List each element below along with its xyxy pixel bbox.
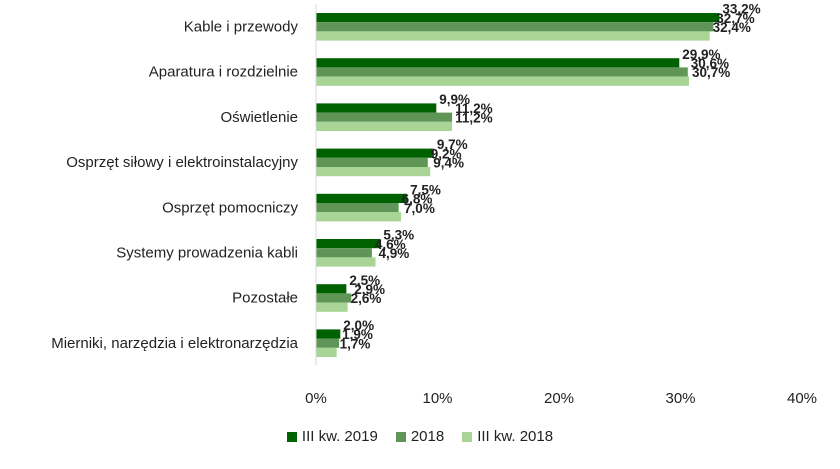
- bar: [316, 157, 428, 167]
- legend-item-series-2: 2018: [395, 428, 445, 445]
- bar: [316, 112, 453, 122]
- bar: [316, 76, 690, 86]
- legend: III kw. 2019 2018 III kw. 2018: [0, 428, 840, 445]
- bars: [316, 13, 720, 357]
- x-tick-label: 10%: [422, 390, 452, 407]
- category-label: Osprzęt pomocniczy: [162, 199, 298, 216]
- category-label: Osprzęt siłowy i elektroinstalacyjny: [66, 154, 298, 171]
- category-label: Aparatura i rozdzielnie: [149, 64, 298, 81]
- data-label: 9,7%: [437, 137, 468, 152]
- data-label: 4,6%: [375, 237, 406, 252]
- bar: [316, 347, 337, 357]
- data-label: 11,2%: [455, 110, 493, 125]
- data-label: 2,9%: [354, 282, 385, 297]
- bar: [316, 257, 376, 267]
- legend-swatch-series-2: [395, 431, 406, 442]
- bar: [316, 248, 372, 258]
- data-label: 32,7%: [716, 11, 754, 26]
- data-label: 9,9%: [439, 92, 470, 107]
- bar: [316, 121, 453, 131]
- data-label: 29,9%: [682, 47, 720, 62]
- bar: [316, 284, 347, 294]
- category-labels: Kable i przewody Aparatura i rozdzielnie O…: [51, 18, 298, 351]
- legend-swatch-series-3: [462, 431, 473, 442]
- bar: [316, 103, 437, 113]
- legend-swatch-series-1: [286, 431, 297, 442]
- category-label: Kable i przewody: [184, 18, 299, 35]
- data-label: 9,4%: [433, 156, 464, 171]
- category-label: Systemy prowadzenia kabli: [116, 244, 298, 261]
- data-label: 2,0%: [343, 318, 374, 333]
- category-label: Oświetlenie: [220, 109, 298, 126]
- bar: [316, 338, 340, 348]
- data-label: 5,3%: [383, 228, 414, 243]
- data-label: 2,5%: [349, 273, 380, 288]
- bar: [316, 212, 402, 222]
- data-label: 32,4%: [713, 20, 751, 35]
- x-tick-label: 0%: [305, 390, 327, 407]
- bar: [316, 193, 408, 203]
- bar: [316, 67, 688, 77]
- bar: [316, 31, 710, 41]
- category-label: Pozostałe: [232, 290, 298, 307]
- data-label: 30,6%: [691, 56, 729, 71]
- bar: [316, 22, 714, 32]
- data-labels: 33,2%32,7%32,4%29,9%30,6%30,7%9,9%11,2%1…: [340, 2, 761, 352]
- data-label: 9,2%: [431, 146, 462, 161]
- bar: [316, 293, 352, 303]
- bar: [316, 167, 431, 177]
- bar: [316, 239, 381, 249]
- bar: [316, 58, 680, 68]
- data-label: 33,2%: [722, 2, 760, 17]
- category-label: Mierniki, narzędzia i elektronarzędzia: [51, 335, 298, 352]
- bar: [316, 203, 399, 213]
- data-label: 30,7%: [692, 65, 730, 80]
- x-tick-label: 40%: [787, 390, 817, 407]
- bar: [316, 148, 434, 158]
- data-label: 11,2%: [455, 101, 493, 116]
- data-label: 1,9%: [342, 327, 373, 342]
- legend-label-series-2: 2018: [410, 428, 445, 445]
- legend-item-series-1: III kw. 2019: [286, 428, 378, 445]
- value-axis-tick-labels: 0% 10% 20% 30% 40%: [305, 390, 817, 407]
- legend-item-series-3: III kw. 2018: [462, 428, 553, 445]
- legend-label-series-1: III kw. 2019: [301, 428, 378, 445]
- bar: [316, 13, 720, 23]
- data-label: 6,8%: [402, 192, 433, 207]
- bar: [316, 302, 348, 312]
- data-label: 7,0%: [404, 201, 435, 216]
- data-label: 4,9%: [379, 246, 410, 261]
- x-tick-label: 20%: [544, 390, 574, 407]
- data-label: 7,5%: [410, 182, 441, 197]
- x-tick-label: 30%: [665, 390, 695, 407]
- data-label: 1,7%: [340, 336, 371, 351]
- data-label: 2,6%: [351, 291, 382, 306]
- bar: [316, 329, 341, 339]
- legend-label-series-3: III kw. 2018: [477, 428, 554, 445]
